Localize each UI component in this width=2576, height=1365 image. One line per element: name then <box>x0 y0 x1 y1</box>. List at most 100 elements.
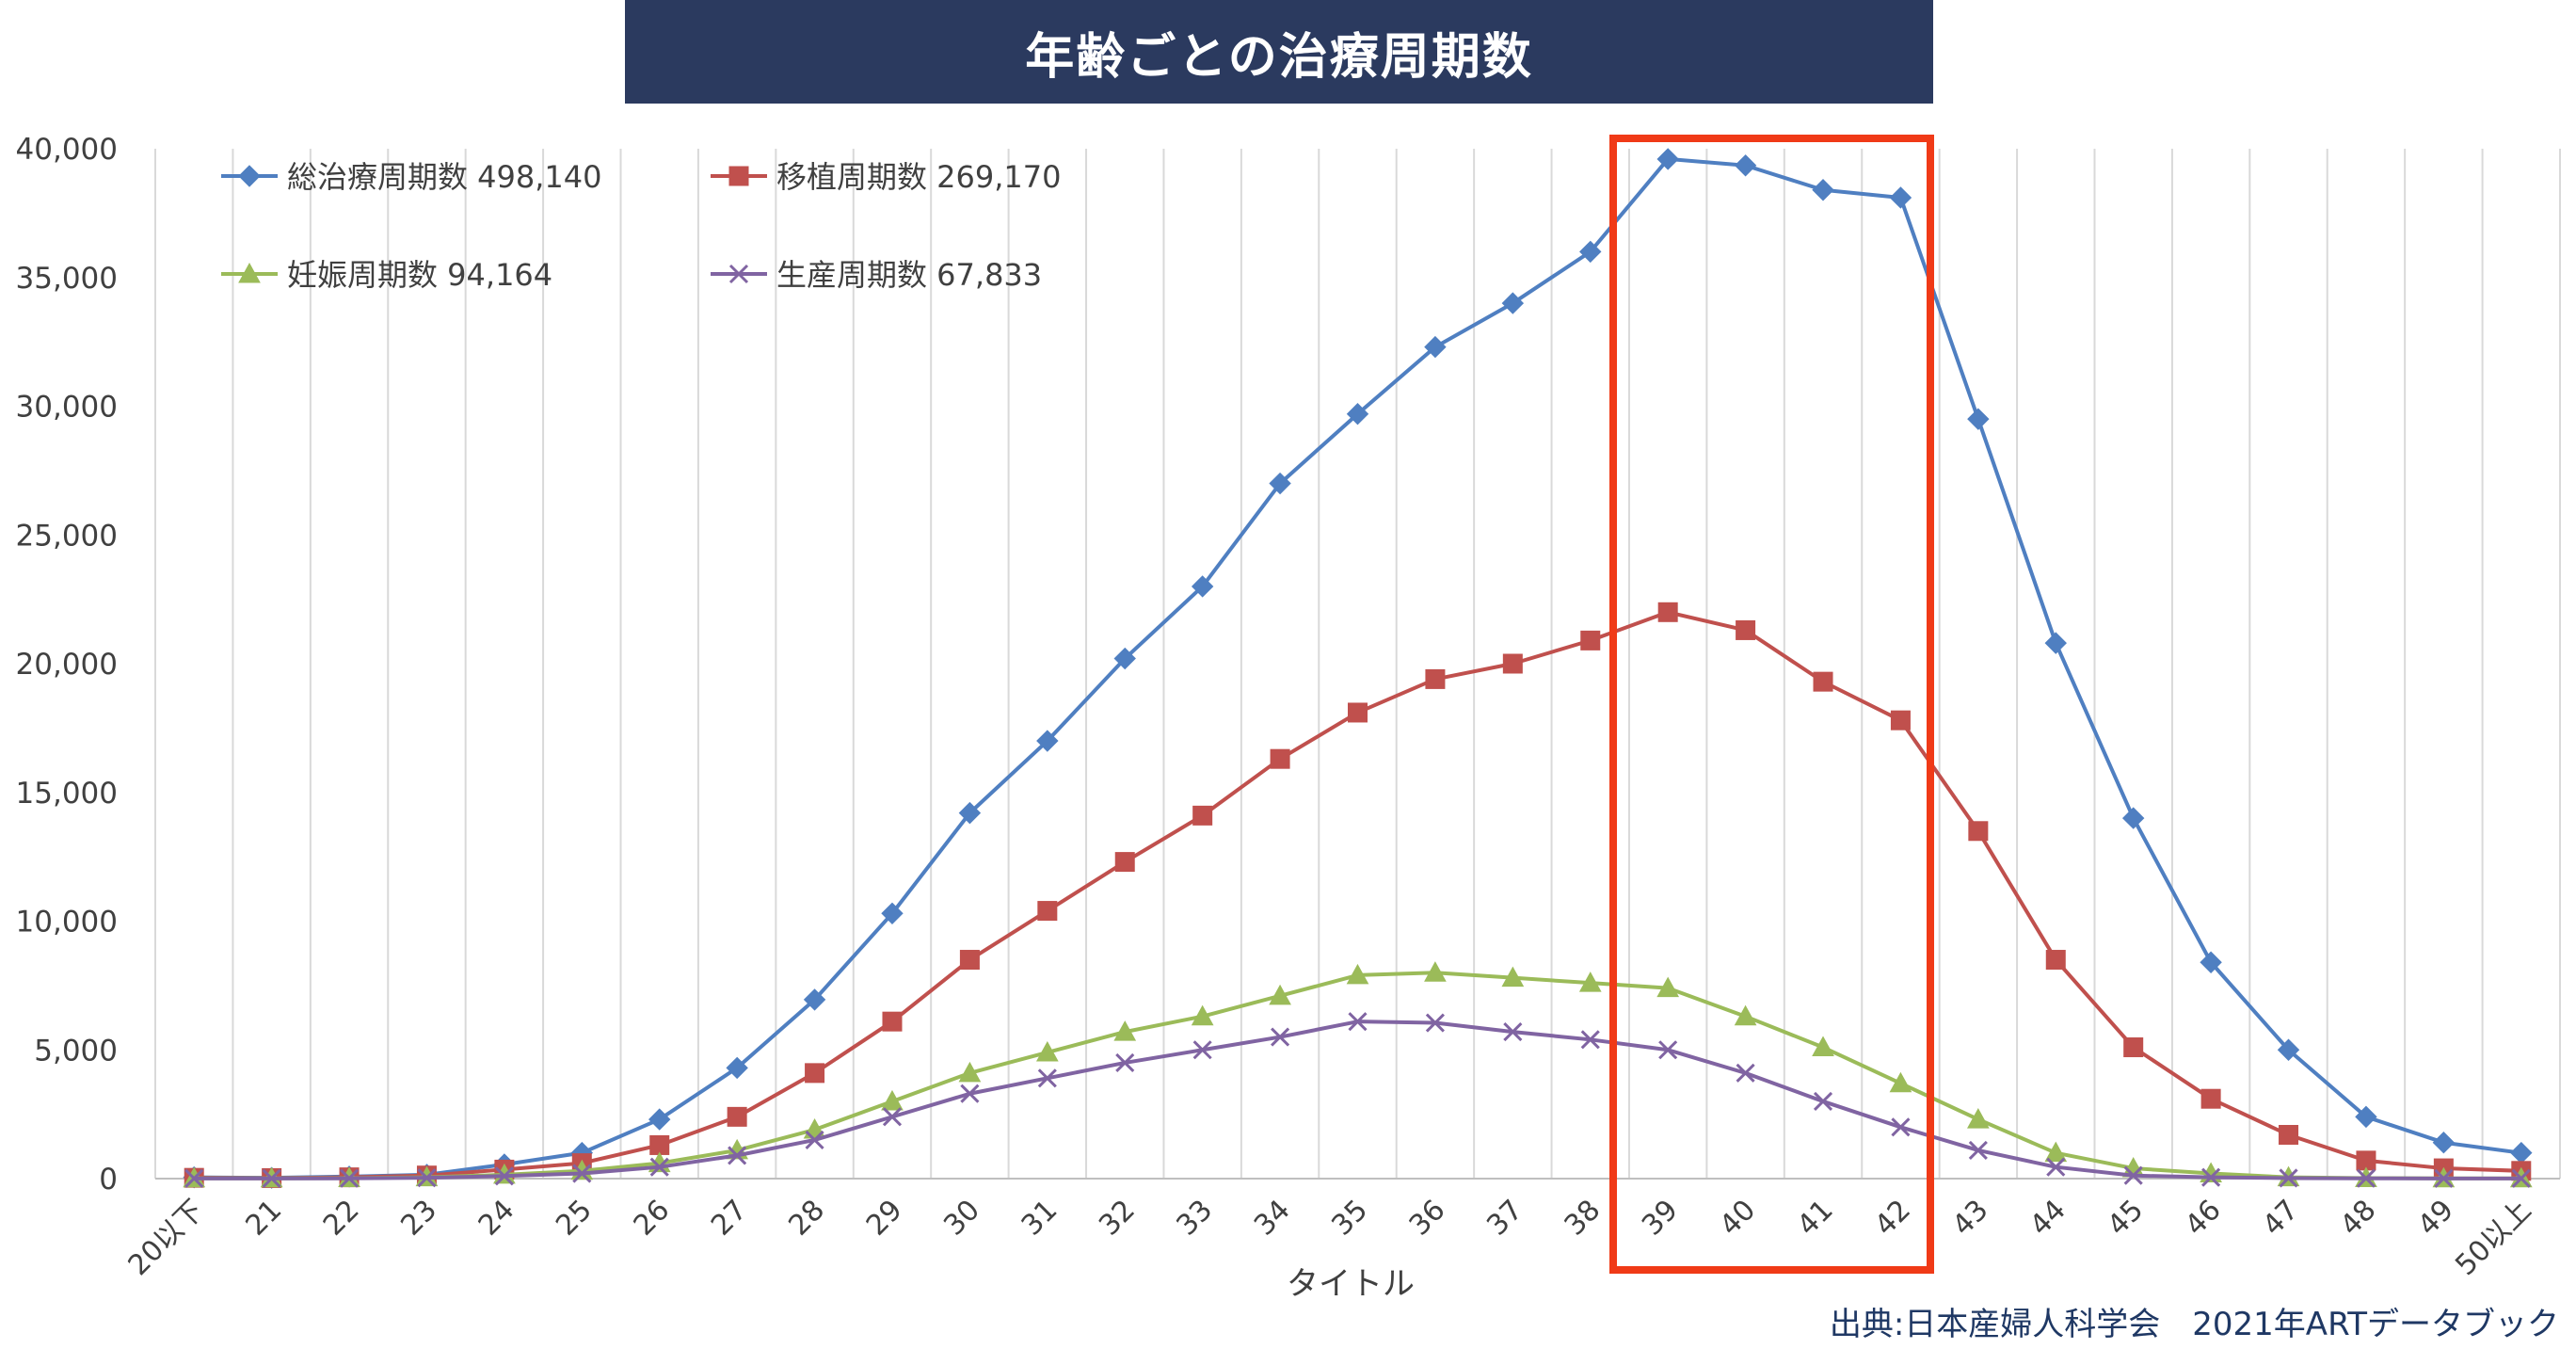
y-tick-label: 25,000 <box>16 519 118 553</box>
legend-label: 妊娠周期数 94,164 <box>287 257 552 293</box>
data-point <box>648 1108 671 1131</box>
data-point <box>493 1163 516 1184</box>
x-tick-label: 37 <box>1480 1194 1529 1243</box>
data-point <box>1736 619 1756 640</box>
data-point <box>572 1164 592 1183</box>
data-point <box>1580 1030 1600 1050</box>
data-point <box>2279 1125 2299 1146</box>
x-tick-label: 48 <box>2334 1194 2383 1243</box>
data-point <box>1425 668 1446 689</box>
data-point <box>2045 950 2066 971</box>
data-point <box>1113 647 1136 670</box>
data-point <box>1889 1071 1912 1093</box>
data-point <box>1191 575 1214 598</box>
legend-marker <box>728 166 749 186</box>
x-tick-label: 30 <box>937 1194 986 1243</box>
data-point <box>1813 1091 1833 1112</box>
x-tick-label: 27 <box>705 1194 754 1243</box>
data-point <box>1813 671 1833 692</box>
x-tick-label: 24 <box>472 1194 521 1243</box>
data-point <box>1115 1052 1135 1072</box>
data-point <box>1346 963 1369 985</box>
x-tick-label: 50以上 <box>2449 1194 2537 1282</box>
data-point <box>2356 1168 2376 1188</box>
data-point <box>2511 1168 2531 1188</box>
data-point <box>1503 1022 1523 1042</box>
data-point <box>1890 710 1911 731</box>
x-tick-label: 47 <box>2256 1194 2305 1243</box>
series-2 <box>184 602 2532 1188</box>
x-tick-label: 36 <box>1403 1194 1452 1243</box>
data-point <box>1967 1108 1990 1129</box>
x-tick-label: 43 <box>1946 1194 1995 1243</box>
x-tick-label: 28 <box>782 1194 831 1243</box>
x-tick-label: 49 <box>2411 1194 2460 1243</box>
data-point <box>728 1146 747 1165</box>
legend-item: 移植周期数 269,170 <box>711 159 1062 195</box>
data-point <box>184 1168 204 1188</box>
data-point <box>262 1168 281 1188</box>
data-point <box>1501 966 1525 988</box>
data-point <box>1037 1068 1057 1088</box>
data-point <box>1192 1040 1212 1060</box>
data-point <box>1502 653 1523 674</box>
data-point <box>649 1134 670 1155</box>
data-point <box>1967 408 1990 430</box>
data-point <box>1269 984 1291 1005</box>
data-point <box>1658 1040 1678 1060</box>
data-point <box>1191 1004 1214 1026</box>
data-point <box>1501 292 1525 314</box>
y-tick-label: 35,000 <box>16 262 118 296</box>
data-point <box>1736 1063 1755 1083</box>
data-point <box>2044 632 2067 654</box>
x-tick-label: 38 <box>1559 1194 1608 1243</box>
data-point <box>2046 1157 2066 1177</box>
legend-marker <box>728 264 749 284</box>
data-point <box>1425 1013 1445 1033</box>
data-point <box>1271 1027 1290 1047</box>
data-point <box>2123 1037 2144 1058</box>
data-point <box>494 1166 514 1186</box>
x-tick-label: 45 <box>2102 1194 2151 1243</box>
legend: 総治療周期数 498,140 移植周期数 269,170 妊娠周期数 94,164 生… <box>221 159 1062 293</box>
y-tick-label: 40,000 <box>16 133 118 167</box>
y-tick-label: 10,000 <box>16 906 118 939</box>
data-point <box>649 1157 669 1177</box>
x-tick-label: 29 <box>860 1194 909 1243</box>
data-point <box>2510 1141 2533 1164</box>
data-point <box>882 1011 903 1032</box>
data-point <box>1968 821 1989 842</box>
series-1 <box>183 148 2533 1189</box>
data-point <box>958 1061 982 1083</box>
highlight-box-39-42 <box>1609 135 1934 1274</box>
x-tick-label: 31 <box>1016 1194 1064 1243</box>
data-point <box>1192 805 1213 826</box>
x-tick-label: 33 <box>1171 1194 1220 1243</box>
data-point <box>803 988 826 1011</box>
data-point <box>1734 154 1757 177</box>
legend-marker <box>238 262 261 283</box>
data-point <box>2121 807 2145 829</box>
data-point <box>1891 1117 1911 1137</box>
x-tick-label: 22 <box>317 1194 366 1243</box>
x-tick-label: 35 <box>1325 1194 1374 1243</box>
y-tick-label: 30,000 <box>16 391 118 425</box>
x-tick-label: 44 <box>2024 1194 2072 1243</box>
legend-item: 妊娠周期数 94,164 <box>221 257 552 293</box>
data-point <box>1036 730 1059 752</box>
data-point <box>1269 472 1291 495</box>
legend-item: 生産周期数 67,833 <box>711 257 1042 293</box>
data-point <box>2201 1167 2221 1187</box>
data-point <box>1424 961 1447 982</box>
series-3 <box>183 961 2533 1188</box>
data-point <box>1037 901 1058 922</box>
x-tick-label: 46 <box>2179 1194 2228 1243</box>
x-tick-label: 34 <box>1248 1194 1297 1243</box>
x-tick-label: 23 <box>394 1194 443 1243</box>
data-point <box>805 1063 825 1084</box>
source-caption: 出典:日本産婦人科学会 2021年ARTデータブック <box>1829 1306 2559 1343</box>
data-point <box>2355 1105 2377 1129</box>
data-point <box>1889 186 1912 209</box>
data-point <box>1346 402 1369 426</box>
